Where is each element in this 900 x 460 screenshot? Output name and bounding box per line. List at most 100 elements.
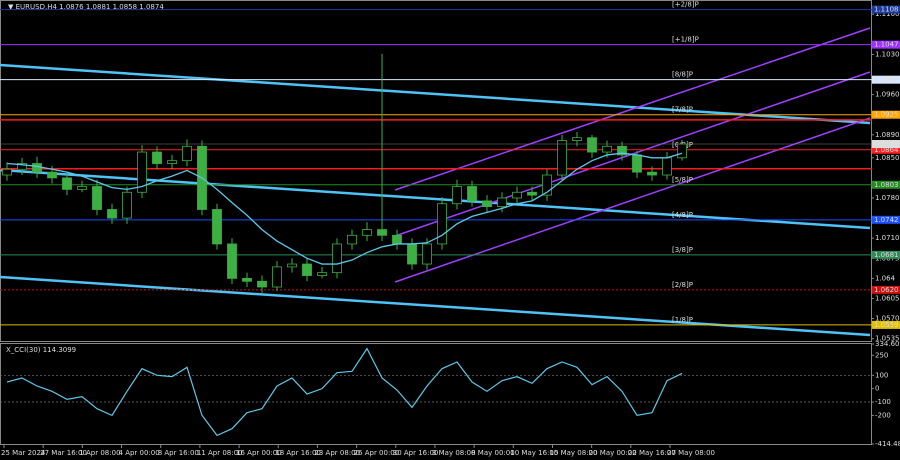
x-tick-label: 8 Apr 16:00 [158, 449, 199, 457]
candle-body [32, 163, 42, 173]
candle-body [2, 168, 12, 176]
candle-body [437, 203, 447, 245]
candle-body [407, 243, 417, 265]
cci-line [6, 347, 683, 437]
x-tick-label: 20 May 00:00 [589, 449, 637, 457]
level-price-box [872, 40, 900, 49]
level-price-box [872, 110, 900, 119]
level-price-box [872, 75, 900, 84]
candle-body [647, 171, 657, 176]
candle-body [47, 171, 57, 179]
candle-body [617, 145, 627, 156]
candle-body [92, 186, 102, 210]
candle-body [602, 145, 612, 153]
level-price-box [872, 320, 900, 329]
x-tick-label: 26 Apr 00:00 [354, 449, 400, 457]
x-tick-label: 25 Mar 2024 [1, 449, 46, 457]
level-name: [4/8]P [672, 211, 693, 219]
y2-tick-label: -200 [875, 411, 891, 419]
level-price-box [872, 180, 900, 189]
candle-body [62, 177, 72, 190]
candle-body [362, 229, 372, 236]
x-tick-label: 22 May 16:00 [628, 449, 676, 457]
level-price-label: 1.0559 [874, 321, 899, 329]
candle-body [332, 243, 342, 274]
cci-title: X_CCI(30) 114.3099 [6, 346, 76, 354]
level-price-label: 1.1108 [874, 6, 899, 14]
x-tick-label: 23 Apr 08:00 [314, 449, 360, 457]
level-price-label: 1.0803 [874, 181, 899, 189]
candle-body [302, 263, 312, 276]
y2-tick-label: 0 [875, 385, 879, 393]
x-tick-label: 3 May 08:00 [432, 449, 476, 457]
x-tick-label: 30 Apr 16:00 [393, 449, 439, 457]
candle-body [257, 280, 267, 288]
candle-body [317, 272, 327, 276]
x-tick-label: 1 Apr 08:00 [79, 449, 120, 457]
y2-tick-label: 334.6005 [875, 340, 900, 348]
y-tick-label: 1.0710 [875, 234, 900, 242]
level-name: [8/8]P [672, 71, 693, 79]
candle-body [497, 197, 507, 208]
x-tick-label: 10 May 16:00 [510, 449, 558, 457]
channel-bottom [0, 275, 871, 337]
y-tick-label: 1.0535 [875, 335, 900, 343]
candle-body [242, 277, 252, 282]
x-tick-label: 27 May 08:00 [667, 449, 715, 457]
candle-body [452, 186, 462, 205]
level-name: [3/8]P [672, 246, 693, 254]
candle-body [227, 243, 237, 279]
candle-body [557, 140, 567, 176]
level-name: [+2/8]P [672, 1, 699, 9]
up-channel-top [394, 27, 871, 191]
candle-body [662, 157, 672, 176]
x-tick-label: 15 May 08:00 [549, 449, 597, 457]
y-tick-label: 1.0780 [875, 194, 900, 202]
level-price-box [872, 5, 900, 14]
y-tick-label: 1.0605 [875, 295, 900, 303]
candle-body [422, 243, 432, 265]
y-tick-label: 1.0850 [875, 154, 900, 162]
y-tick-label: 1.1100 [875, 10, 900, 18]
candle-body [482, 200, 492, 208]
level-name: [7/8]P [672, 106, 693, 114]
x-tick-label: 8 May 00:00 [471, 449, 515, 457]
level-price-box [872, 215, 900, 224]
candle-body [512, 191, 522, 199]
y-tick-label: 1.0890 [875, 131, 900, 139]
y-tick-label: 1.0570 [875, 315, 900, 323]
level-price-label: 1.0986 [874, 76, 899, 84]
moving-average [6, 152, 683, 265]
x-tick-label: 18 Apr 16:00 [275, 449, 321, 457]
level-name: [+1/8]P [672, 36, 699, 44]
y-tick-label: 1.1030 [875, 50, 900, 58]
candle-body [152, 151, 162, 164]
level-price-label: 1.0681 [874, 251, 899, 259]
candle-body [272, 266, 282, 288]
candle-body [542, 174, 552, 196]
current-price-box [872, 140, 900, 149]
candle-body [632, 154, 642, 173]
candle-body [17, 163, 27, 170]
candle-body [347, 234, 357, 245]
candle-body [287, 263, 297, 268]
y2-tick-label: -100 [875, 398, 891, 406]
level-price-label: 1.0925 [874, 111, 899, 119]
level-price-box [872, 145, 900, 154]
candle-body [77, 186, 87, 190]
current-price-label: 1.0874 [874, 140, 899, 148]
level-price-label: 1.1047 [874, 41, 899, 49]
y-tick-label: 1.0960 [875, 91, 900, 99]
candle-body [107, 209, 117, 219]
candle-body [122, 191, 132, 219]
cci-frame [0, 343, 872, 445]
level-name: [1/8]P [672, 316, 693, 324]
y-tick-label: 1.064 [875, 274, 896, 282]
candle-body [212, 209, 222, 245]
candle-body [392, 234, 402, 245]
candle-body [377, 229, 387, 236]
level-name: [5/8]P [672, 176, 693, 184]
candle-body [467, 186, 477, 202]
level-price-box [872, 250, 900, 259]
